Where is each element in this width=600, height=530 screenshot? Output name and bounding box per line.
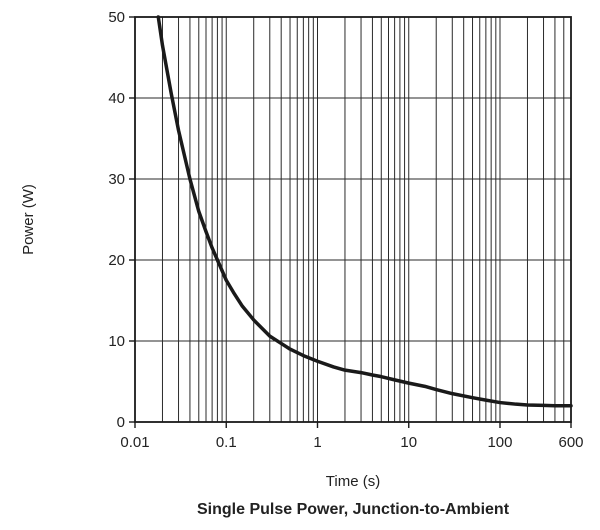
y-tick-label: 30 <box>108 171 125 188</box>
y-tick-label: 10 <box>108 333 125 350</box>
x-tick-label: 100 <box>487 434 512 451</box>
chart-title: Single Pulse Power, Junction-to-Ambient <box>197 501 510 518</box>
x-tick-label: 600 <box>558 434 583 451</box>
plot-frame <box>134 16 572 423</box>
y-tick-label: 20 <box>108 252 125 269</box>
x-axis-label: Time (s) <box>326 473 380 490</box>
series-line <box>156 15 573 408</box>
y-tick-label: 40 <box>108 90 125 107</box>
x-tick-label: 10 <box>400 434 417 451</box>
series-layer <box>156 15 573 408</box>
y-tick-label: 50 <box>108 9 125 26</box>
x-tick-label: 0.01 <box>120 434 149 451</box>
y-tick-label: 0 <box>117 414 125 431</box>
tick-layer: 0.01 0.1 1 10 100 600 0 10 20 30 40 50 <box>108 9 583 451</box>
x-tick-label: 0.1 <box>216 434 237 451</box>
y-axis-label: Power (W) <box>20 184 37 255</box>
x-tick-label: 1 <box>313 434 321 451</box>
